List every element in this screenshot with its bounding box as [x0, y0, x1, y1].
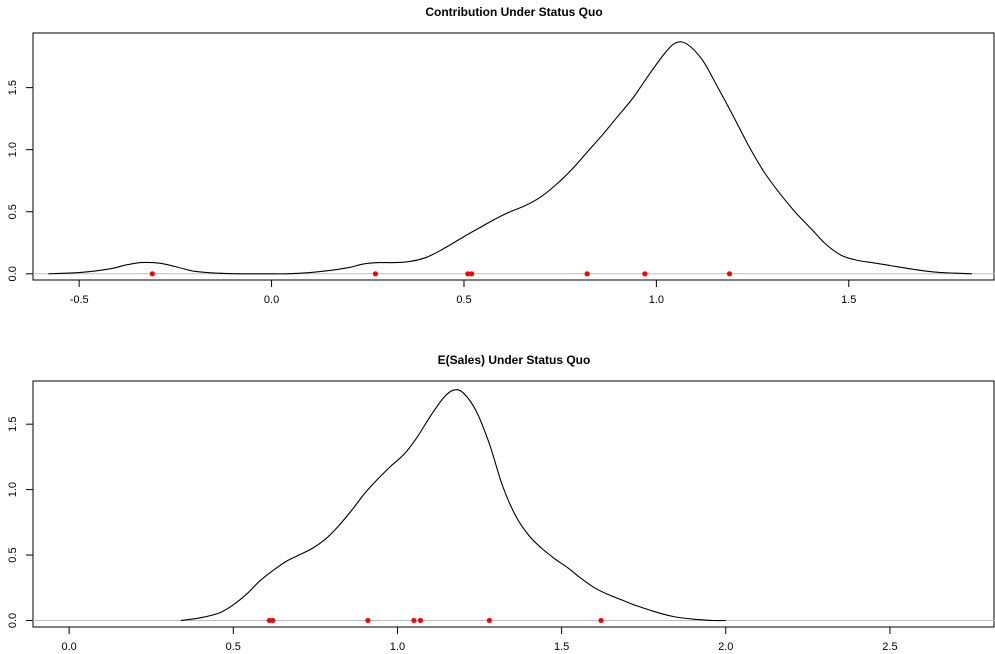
x-tick-label: 1.0 — [390, 641, 405, 653]
y-tick-label: 0.0 — [7, 266, 19, 281]
data-point — [465, 271, 471, 277]
x-tick-label: -0.5 — [70, 294, 89, 306]
data-point — [642, 271, 648, 277]
y-tick-label: 1.0 — [7, 482, 19, 497]
chart-title: E(Sales) Under Status Quo — [438, 353, 591, 367]
sales-density-panel: E(Sales) Under Status Quo 0.0 0.5 1.0 1.5 2.… — [7, 353, 995, 653]
x-tick-label: 2.0 — [718, 641, 733, 653]
data-point — [726, 271, 733, 277]
y-tick-label: 1.5 — [7, 80, 19, 95]
axis-ticks: -0.5 0.0 0.5 1.0 1.5 0.0 0.5 1.0 1.5 — [7, 80, 856, 306]
data-point — [486, 617, 492, 624]
axis-ticks: 0.0 0.5 1.0 1.5 2.0 2.5 0.0 0.5 1.0 1.5 — [7, 417, 898, 653]
data-point — [365, 617, 371, 624]
x-tick-label: 1.5 — [554, 641, 569, 653]
data-point — [372, 271, 379, 277]
plot-marks — [32, 32, 995, 281]
data-point — [417, 617, 424, 624]
x-tick-label: 0.5 — [456, 294, 471, 306]
contribution-density-panel: Contribution Under Status Quo -0.5 0.0 0.5… — [7, 5, 995, 306]
y-tick-label: 0.5 — [7, 547, 19, 562]
data-point — [598, 617, 604, 624]
y-tick-label: 0.5 — [7, 204, 19, 219]
data-point — [149, 271, 155, 277]
data-point — [411, 617, 417, 624]
plot-marks — [32, 380, 995, 628]
x-tick-label: 2.5 — [882, 641, 897, 653]
x-tick-label: 0.5 — [226, 641, 241, 653]
x-tick-label: 0.0 — [61, 641, 76, 653]
data-point — [469, 271, 475, 277]
x-tick-label: 1.0 — [649, 294, 664, 306]
data-point — [270, 617, 276, 624]
data-point — [584, 271, 590, 277]
y-tick-label: 0.0 — [7, 613, 19, 628]
x-tick-label: 1.5 — [841, 294, 856, 306]
density-curve — [48, 41, 972, 275]
plot-frame — [32, 380, 995, 628]
y-tick-label: 1.5 — [7, 417, 19, 432]
chart-title: Contribution Under Status Quo — [425, 5, 602, 19]
y-tick-label: 1.0 — [7, 142, 19, 157]
plot-frame — [32, 32, 995, 281]
x-tick-label: 0.0 — [264, 294, 279, 306]
density-curve — [180, 389, 726, 622]
